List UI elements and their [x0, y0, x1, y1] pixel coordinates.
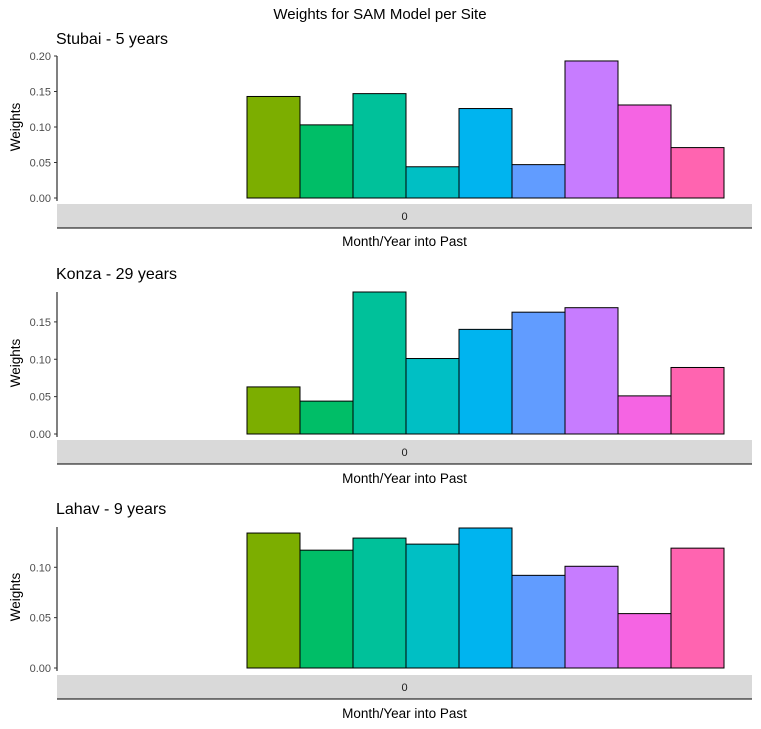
- panel-3: Lahav - 9 years 0.00 0.05 0.10 Weights 0 Month…: [8, 501, 752, 721]
- bar: [511, 574, 566, 669]
- bar: [458, 527, 513, 669]
- bar: [617, 395, 672, 435]
- facet-strip-label: 0: [401, 682, 407, 694]
- x-axis-title: Month/Year into Past: [342, 471, 467, 486]
- panel-title: Lahav - 9 years: [56, 501, 166, 518]
- panel-title: Stubai - 5 years: [56, 31, 168, 48]
- bar: [511, 164, 566, 199]
- panel-1: Stubai - 5 years 0.00 0.05 0.10 0.15 0.20 Weig…: [8, 31, 752, 249]
- panels: Stubai - 5 years 0.00 0.05 0.10 0.15 0.20 Weig…: [8, 31, 752, 721]
- y-tick-label: 0.10: [30, 354, 51, 366]
- bar: [405, 166, 460, 199]
- bar: [405, 543, 460, 669]
- y-axis-title: Weights: [8, 102, 23, 151]
- figure-title: Weights for SAM Model per Site: [273, 6, 486, 23]
- facet-strip-label: 0: [401, 211, 407, 223]
- panel-2: Konza - 29 years 0.00 0.05 0.10 0.15 Weights 0…: [8, 266, 752, 486]
- y-tick-label: 0.10: [30, 122, 51, 134]
- bar: [564, 307, 619, 435]
- y-tick-label: 0.05: [30, 158, 51, 170]
- bar: [617, 104, 672, 199]
- facet-strip: [57, 440, 752, 464]
- y-tick-label: 0.00: [30, 663, 51, 675]
- facet-strip-label: 0: [401, 447, 407, 459]
- x-axis-title: Month/Year into Past: [342, 234, 467, 249]
- y-tick-label: 0.10: [30, 562, 51, 574]
- y-tick-label: 0.05: [30, 392, 51, 404]
- bar: [511, 311, 566, 435]
- y-tick-label: 0.15: [30, 317, 51, 329]
- bar: [246, 386, 301, 435]
- bar: [352, 537, 407, 669]
- bar: [299, 124, 354, 199]
- bar: [458, 328, 513, 435]
- bar: [246, 95, 301, 199]
- bar: [670, 147, 725, 199]
- bar: [564, 565, 619, 669]
- y-axis-title: Weights: [8, 572, 23, 621]
- facet-strip: [57, 204, 752, 228]
- y-tick-label: 0.20: [30, 51, 51, 63]
- y-tick-label: 0.15: [30, 87, 51, 99]
- panel-title: Konza - 29 years: [56, 266, 177, 283]
- bar: [299, 549, 354, 669]
- bar: [246, 532, 301, 669]
- bar: [352, 93, 407, 199]
- bar: [458, 108, 513, 199]
- bar: [564, 60, 619, 199]
- facet-strip: [57, 675, 752, 699]
- y-tick-label: 0.00: [30, 429, 51, 441]
- x-axis-title: Month/Year into Past: [342, 706, 467, 721]
- y-tick-label: 0.05: [30, 613, 51, 625]
- bar: [352, 291, 407, 435]
- bar: [617, 613, 672, 669]
- bar: [405, 358, 460, 435]
- bar: [670, 366, 725, 435]
- y-tick-label: 0.00: [30, 193, 51, 205]
- bar: [299, 400, 354, 435]
- y-axis-title: Weights: [8, 338, 23, 387]
- bar: [670, 547, 725, 669]
